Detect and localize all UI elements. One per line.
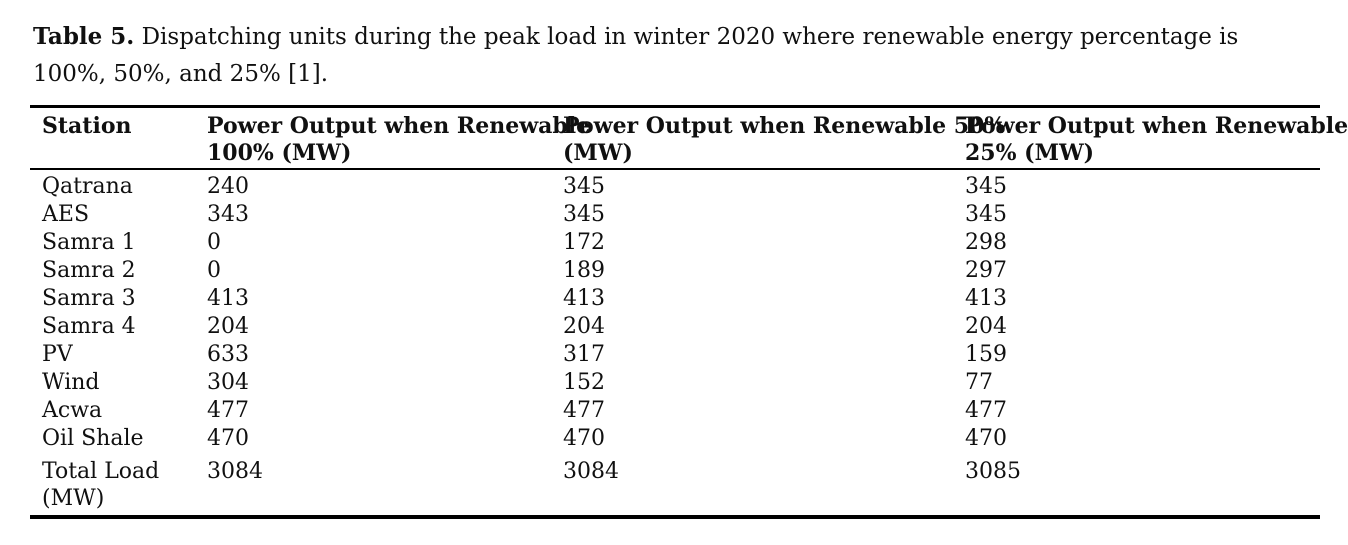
p50-cell: 470: [563, 426, 605, 451]
col-header-line1: Power Output when Renewable: [207, 113, 591, 139]
p25-cell: 77: [965, 370, 993, 395]
station-cell: Wind: [42, 370, 100, 395]
table-row: Samra 3 413 413 413: [30, 285, 1320, 313]
table-row: Oil Shale 470 470 470: [30, 425, 1320, 453]
p100-cell: 304: [207, 370, 249, 395]
total-label-line2: (MW): [42, 486, 105, 511]
total-row: Total Load (MW) 3084 3084 3085: [30, 453, 1320, 517]
col-header-line1: Power Output when Renewable: [965, 113, 1348, 139]
p50-cell: 345: [563, 202, 605, 227]
p50-cell: 477: [563, 398, 605, 423]
p100-cell: 470: [207, 426, 249, 451]
col-header-line1: Station: [42, 113, 132, 139]
p100-cell: 240: [207, 174, 249, 199]
table-row: PV 633 317 159: [30, 341, 1320, 369]
col-header-renewable-50: Power Output when Renewable 50% (MW): [551, 106, 1005, 170]
p100-cell: 413: [207, 286, 249, 311]
table-row: Samra 2 0 189 297: [30, 257, 1320, 285]
table-row: Samra 1 0 172 298: [30, 229, 1320, 257]
total-label-cell: Total Load (MW): [30, 453, 195, 517]
station-cell: Samra 4: [42, 314, 136, 339]
p25-cell: 159: [965, 342, 1007, 367]
col-header-line2: 100% (MW): [207, 140, 352, 166]
p100-cell: 633: [207, 342, 249, 367]
col-header-line2: 25% (MW): [965, 140, 1095, 166]
p25-cell: 477: [965, 398, 1007, 423]
col-header-renewable-100: Power Output when Renewable 100% (MW): [195, 106, 590, 170]
p50-cell: 317: [563, 342, 605, 367]
p25-cell: 298: [965, 230, 1007, 255]
station-cell: Acwa: [42, 398, 103, 423]
p50-cell: 152: [563, 370, 605, 395]
table-row: AES 343 345 345: [30, 201, 1320, 229]
table-row: Wind 304 152 77: [30, 369, 1320, 397]
total-p25-cell: 3085: [965, 459, 1021, 484]
table-body: Qatrana 240 345 345 AES 343 345 345 Samr…: [30, 169, 1320, 517]
header-row: Station Power Output when Renewable 100% …: [30, 106, 1348, 170]
p50-cell: 204: [563, 314, 605, 339]
p25-cell: 470: [965, 426, 1007, 451]
table-row: Qatrana 240 345 345: [30, 169, 1320, 201]
col-header-line2: (MW): [563, 140, 633, 166]
p100-cell: 204: [207, 314, 249, 339]
station-cell: PV: [42, 342, 73, 367]
col-header-station: Station: [30, 106, 195, 170]
p25-cell: 345: [965, 174, 1007, 199]
station-cell: Samra 2: [42, 258, 136, 283]
p50-cell: 172: [563, 230, 605, 255]
station-cell: Qatrana: [42, 174, 133, 199]
p25-cell: 204: [965, 314, 1007, 339]
p25-cell: 413: [965, 286, 1007, 311]
dispatching-units-table: Station Power Output when Renewable 100% …: [30, 105, 1348, 519]
caption-label: Table 5.: [33, 23, 135, 50]
p25-cell: 297: [965, 258, 1007, 283]
table-header: Station Power Output when Renewable 100% …: [30, 106, 1348, 170]
station-cell: Oil Shale: [42, 426, 144, 451]
p25-cell: 345: [965, 202, 1007, 227]
p50-cell: 413: [563, 286, 605, 311]
table-row: Samra 4 204 204 204: [30, 313, 1320, 341]
p100-cell: 477: [207, 398, 249, 423]
p50-cell: 345: [563, 174, 605, 199]
p100-cell: 0: [207, 230, 221, 255]
table-row: Acwa 477 477 477: [30, 397, 1320, 425]
station-cell: AES: [42, 202, 90, 227]
p100-cell: 343: [207, 202, 249, 227]
total-p50-cell: 3084: [563, 459, 619, 484]
p100-cell: 0: [207, 258, 221, 283]
total-label-line1: Total Load: [42, 459, 160, 484]
station-cell: Samra 3: [42, 286, 136, 311]
col-header-line1: Power Output when Renewable 50%: [563, 113, 1006, 139]
table-caption: Table 5. Dispatching units during the pe…: [0, 0, 1348, 93]
total-p100-cell: 3084: [207, 459, 263, 484]
caption-line1: Dispatching units during the peak load i…: [141, 24, 1239, 50]
col-header-renewable-25: Power Output when Renewable 25% (MW): [953, 106, 1348, 170]
p50-cell: 189: [563, 258, 605, 283]
caption-line2: 100%, 50%, and 25% [1].: [33, 61, 329, 87]
station-cell: Samra 1: [42, 230, 136, 255]
